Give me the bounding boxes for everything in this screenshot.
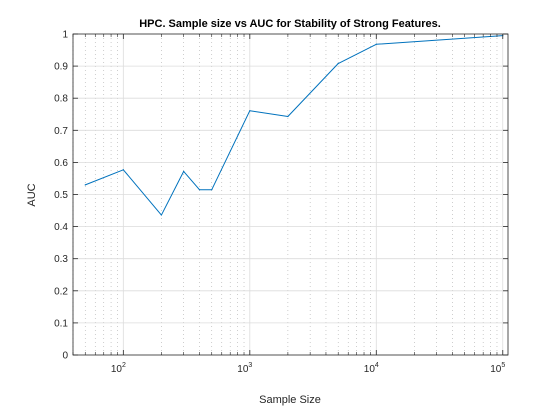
data-point [160,214,163,216]
data-point [122,169,124,171]
data-point [375,43,377,45]
y-tick-labels: 0 0.1 0.2 0.3 0.4 0.5 0.6 0.7 0.8 0.9 1 [54,30,68,362]
data-point [211,189,213,191]
chart-title: HPC. Sample size vs AUC for Stability of… [139,18,441,30]
y-tick-label: 0.5 [54,190,68,201]
x-tick-labels: 102 103 104 105 [111,362,506,375]
y-tick-label: 0.2 [54,286,68,297]
y-tick-label: 0.8 [54,94,68,105]
x-axis-label: Sample Size [259,394,321,406]
y-tick-label: 0.1 [54,318,68,329]
x-tick-label: 105 [490,362,505,375]
y-tick-label: 0.4 [54,222,68,233]
data-point [198,189,201,191]
x-tick-label: 102 [111,362,126,375]
data-point [249,110,251,112]
x-tick-label: 103 [237,362,252,375]
y-axis-label: AUC [26,183,38,206]
axis-ticks [72,33,508,356]
y-tick-label: 0 [62,351,68,362]
data-point [287,115,289,118]
y-tick-label: 1 [62,30,68,41]
y-tick-label: 0.7 [54,126,68,137]
y-tick-label: 0.6 [54,158,68,169]
data-point [183,170,185,172]
data-point [84,184,86,186]
y-tick-label: 0.3 [54,254,68,265]
x-tick-label: 104 [364,362,379,375]
major-grid [73,34,508,355]
data-point [337,62,339,65]
y-tick-label: 0.9 [54,62,68,73]
